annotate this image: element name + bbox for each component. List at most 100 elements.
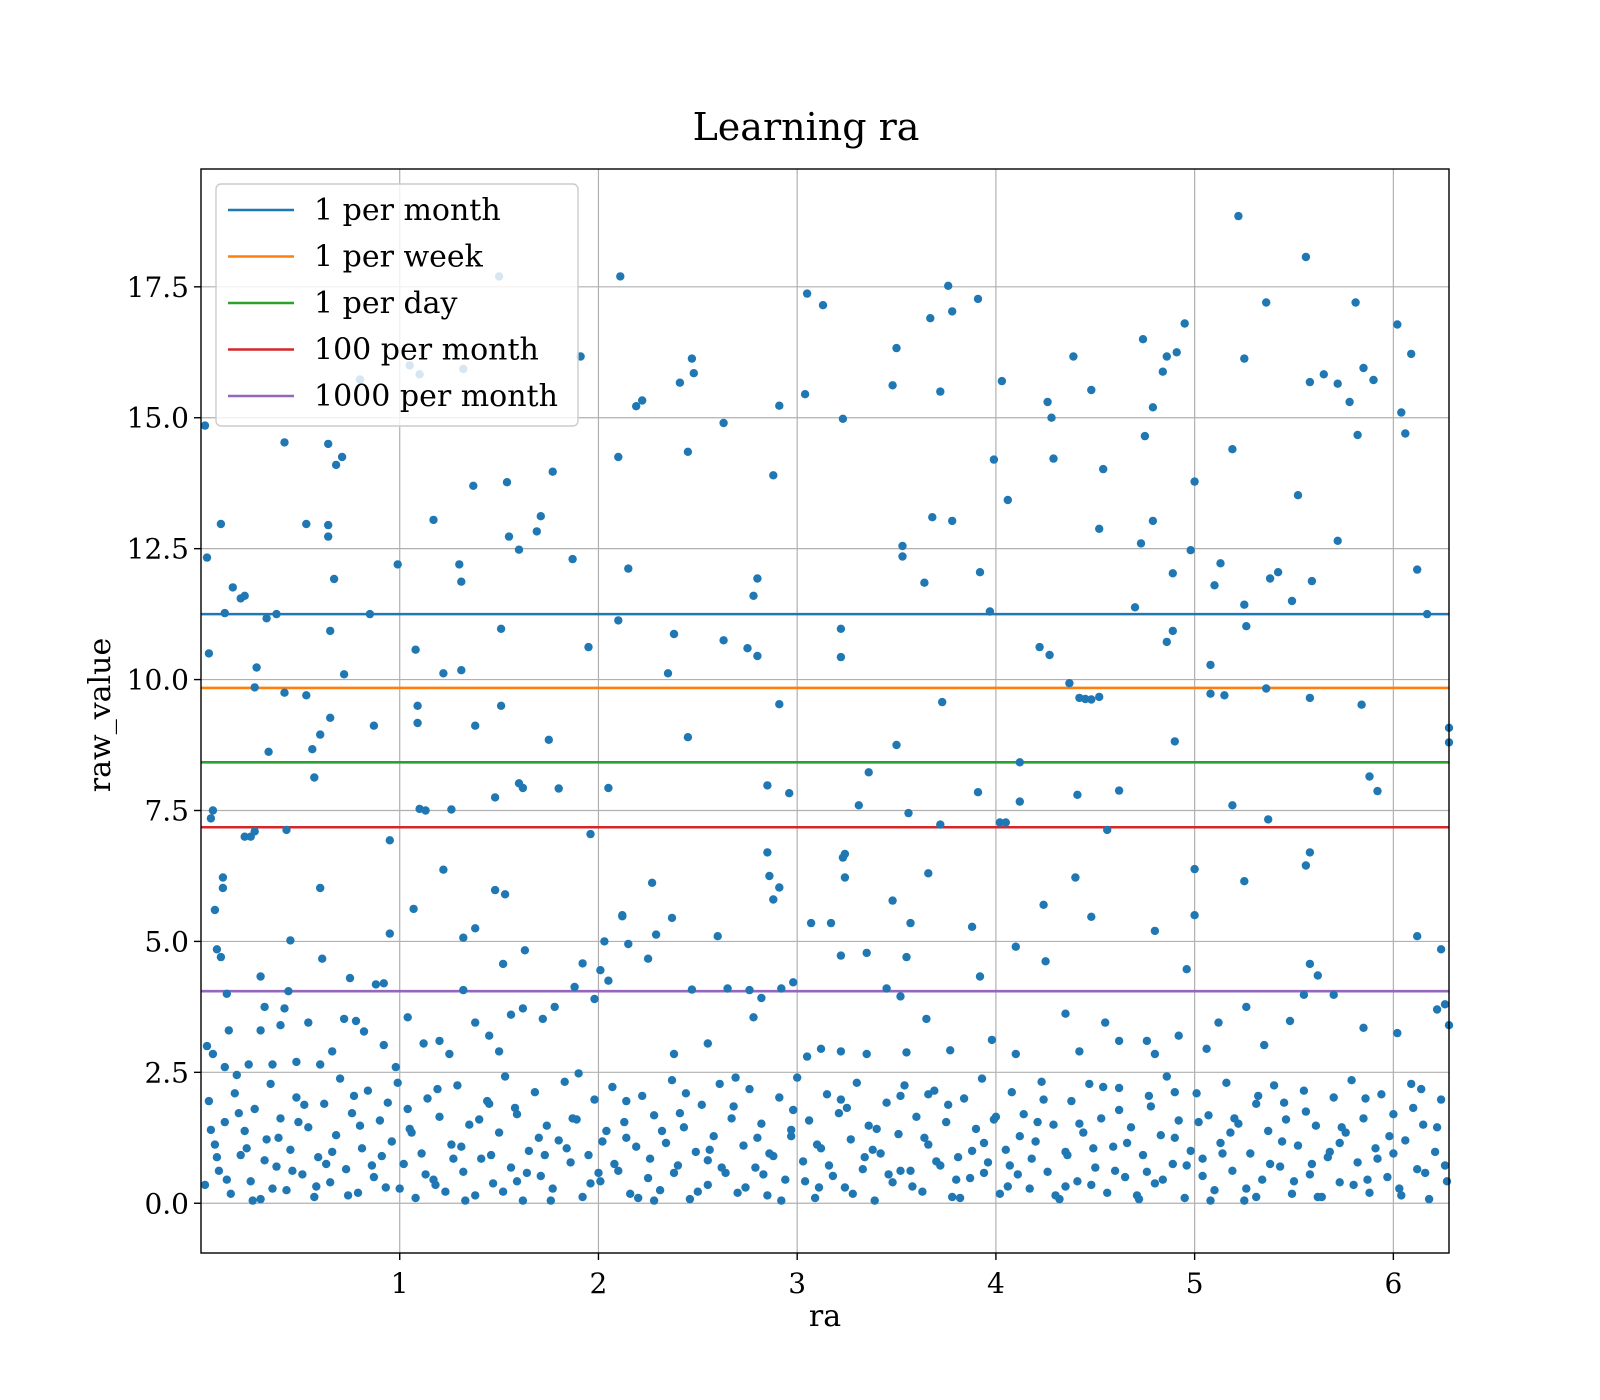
data-point: [1101, 1018, 1110, 1027]
data-point: [1275, 1162, 1285, 1171]
data-point: [1359, 363, 1368, 373]
data-point: [882, 984, 891, 993]
data-point: [1240, 600, 1249, 609]
data-point: [1393, 320, 1402, 329]
data-point: [876, 1149, 885, 1158]
data-point: [1170, 1133, 1180, 1143]
data-point: [228, 583, 237, 592]
data-point: [328, 1147, 337, 1157]
data-point: [1103, 825, 1112, 835]
data-point: [584, 1150, 593, 1160]
data-point: [1258, 1175, 1267, 1184]
data-point: [1192, 1089, 1201, 1098]
data-point: [1228, 445, 1237, 454]
data-point: [453, 1081, 462, 1090]
data-point: [802, 289, 812, 298]
data-point: [727, 1114, 736, 1123]
data-point: [1138, 1150, 1148, 1160]
data-point: [1186, 1146, 1195, 1156]
data-point: [836, 624, 846, 633]
data-point: [335, 1074, 345, 1083]
data-point: [902, 952, 911, 962]
data-point: [1015, 758, 1024, 767]
data-point: [284, 987, 293, 996]
data-point: [1126, 1123, 1136, 1132]
data-point: [445, 1049, 454, 1059]
data-point: [1359, 1114, 1368, 1123]
data-point: [590, 994, 599, 1004]
data-point: [759, 1170, 768, 1179]
data-point: [645, 1154, 655, 1163]
data-point: [274, 1133, 283, 1143]
data-point: [763, 1191, 772, 1200]
data-point: [938, 697, 947, 707]
data-point: [1325, 1147, 1335, 1157]
data-point: [1307, 1159, 1317, 1169]
data-point: [524, 1146, 534, 1156]
data-point: [745, 985, 754, 995]
data-point: [709, 1132, 718, 1141]
data-point: [308, 745, 317, 754]
data-point: [892, 740, 901, 750]
data-point: [683, 733, 693, 742]
data-point: [908, 1182, 917, 1191]
data-point: [347, 1109, 357, 1118]
x-tick-label: 5: [1186, 1267, 1204, 1300]
data-point: [359, 1027, 369, 1036]
data-point: [1424, 1194, 1434, 1204]
data-point: [948, 307, 957, 316]
data-point: [1240, 1196, 1249, 1205]
data-point: [775, 401, 784, 410]
data-point: [775, 700, 784, 709]
data-point: [324, 520, 333, 530]
data-point: [210, 905, 220, 915]
data-point: [1075, 1119, 1084, 1128]
y-tick-label: 2.5: [144, 1056, 189, 1089]
data-point: [1198, 1171, 1207, 1181]
data-point: [1148, 516, 1158, 526]
data-point: [369, 721, 379, 730]
data-point: [836, 951, 846, 960]
data-point: [262, 614, 271, 623]
data-point: [1194, 1117, 1203, 1127]
data-point: [1377, 1090, 1386, 1099]
data-point: [924, 869, 933, 878]
data-point: [310, 1192, 319, 1202]
data-point: [717, 1163, 726, 1172]
data-point: [691, 1147, 700, 1157]
data-point: [1007, 1088, 1016, 1097]
data-point: [894, 1129, 903, 1139]
data-point: [1413, 932, 1422, 941]
data-point: [304, 1123, 313, 1132]
data-point: [1172, 348, 1181, 357]
data-point: [765, 1149, 774, 1158]
data-point: [1087, 385, 1096, 395]
data-point: [1170, 1088, 1180, 1097]
data-point: [1230, 1114, 1239, 1123]
data-point: [733, 1188, 742, 1198]
data-point: [1313, 971, 1323, 980]
chart-title: Learning ra: [693, 105, 920, 149]
data-point: [1202, 1044, 1211, 1054]
data-point: [862, 948, 871, 958]
data-point: [948, 1192, 957, 1202]
data-point: [512, 1110, 522, 1119]
data-point: [1265, 1159, 1275, 1169]
data-point: [826, 918, 836, 928]
data-point: [292, 1057, 301, 1067]
data-point: [1279, 1098, 1289, 1107]
data-point: [1262, 684, 1271, 693]
data-point: [647, 878, 657, 887]
data-point: [316, 883, 325, 893]
data-point: [649, 1111, 659, 1120]
data-point: [260, 1002, 269, 1012]
data-point: [240, 1126, 249, 1136]
data-point: [1436, 1095, 1446, 1104]
legend-label: 100 per month: [314, 333, 539, 368]
data-point: [942, 1117, 951, 1127]
data-point: [1301, 861, 1311, 870]
data-point: [598, 1137, 607, 1146]
data-point: [220, 1117, 229, 1127]
data-point: [1089, 1144, 1098, 1153]
data-point: [461, 1196, 470, 1205]
